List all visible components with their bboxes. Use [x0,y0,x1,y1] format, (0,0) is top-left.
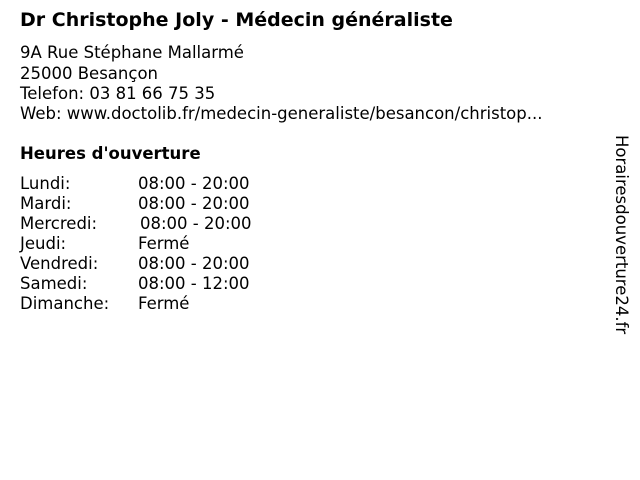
hours-value: Fermé [138,294,190,313]
day-label: Samedi: [20,274,88,293]
day-label: Mardi: [20,194,72,213]
day-label: Lundi: [20,174,71,193]
hours-heading: Heures d'ouverture [20,144,201,163]
day-label: Mercredi: [20,214,98,233]
hours-value: 08:00 - 20:00 [140,214,252,233]
phone-number: Telefon: 03 81 66 75 35 [20,84,216,103]
hours-value: 08:00 - 12:00 [138,274,250,293]
hours-value: 08:00 - 20:00 [138,174,250,193]
page-title: Dr Christophe Joly - Médecin généraliste [20,9,453,31]
address-street: 9A Rue Stéphane Mallarmé [20,43,244,62]
address-city: 25000 Besançon [20,64,158,83]
day-label: Vendredi: [20,254,99,273]
hours-row: Vendredi: 08:00 - 20:00 [20,254,250,274]
hours-row: Lundi: 08:00 - 20:00 [20,174,250,194]
website-link[interactable]: Web: www.doctolib.fr/medecin-generaliste… [20,104,543,123]
hours-row: Mardi: 08:00 - 20:00 [20,194,250,214]
hours-row: Jeudi: Fermé [20,234,189,254]
watermark-text: Horairesdouverture24.fr [612,135,631,335]
hours-row: Samedi: 08:00 - 12:00 [20,274,250,294]
hours-row: Dimanche: Fermé [20,294,189,314]
hours-row: Mercredi: 08:00 - 20:00 [20,214,252,234]
hours-value: 08:00 - 20:00 [138,194,250,213]
day-label: Dimanche: [20,294,110,313]
hours-value: Fermé [138,234,190,253]
hours-value: 08:00 - 20:00 [138,254,250,273]
day-label: Jeudi: [20,234,67,253]
